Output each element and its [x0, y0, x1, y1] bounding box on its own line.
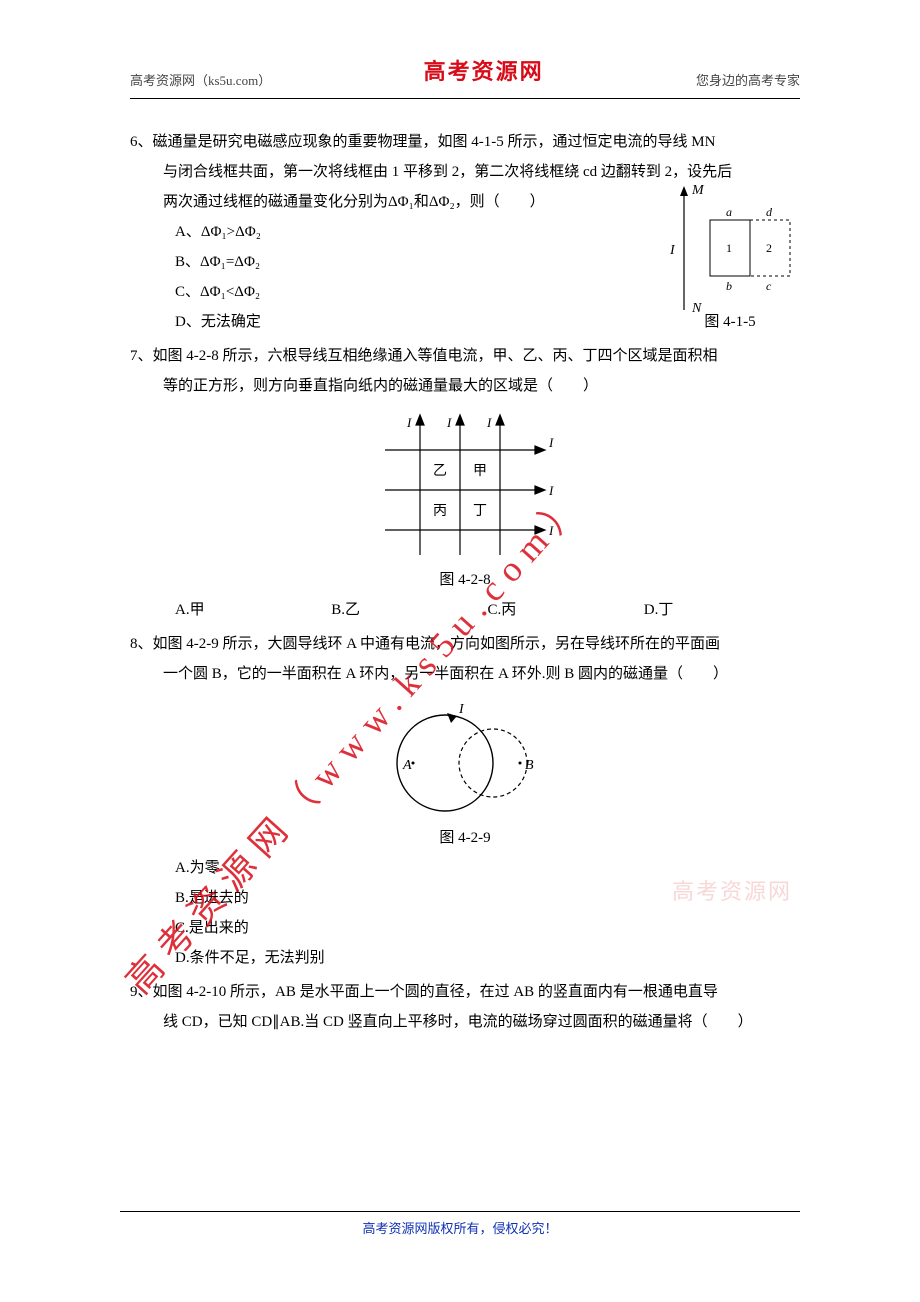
q7-options: A.甲 B.乙 C.丙 D.丁 — [130, 595, 800, 625]
watermark-faint: 高考资源网 — [672, 870, 792, 914]
q7-opt-c: C.丙 — [488, 595, 644, 625]
q6-svg: M N I a d b c 1 2 — [662, 180, 802, 320]
q8-opt-c: C.是出来的 — [130, 913, 800, 943]
q8-line1: 8、如图 4-2-9 所示，大圆导线环 A 中通有电流，方向如图所示，另在导线环… — [130, 629, 800, 659]
q7-I1: I — [406, 415, 412, 430]
q6-num: 6、 — [130, 134, 153, 150]
q8-figure: I A B — [365, 693, 565, 823]
q7-line1: 7、如图 4-2-8 所示，六根导线互相绝缘通入等值电流，甲、乙、丙、丁四个区域… — [130, 341, 800, 371]
q7-num: 7、 — [130, 348, 153, 364]
q7-I5: I — [548, 483, 554, 498]
q6-figure: M N I a d b c 1 2 — [662, 180, 802, 320]
q6-1: 1 — [726, 241, 732, 255]
q6-N: N — [691, 301, 702, 316]
q6-I: I — [669, 243, 676, 258]
q7-I4: I — [548, 435, 554, 450]
q7-I2: I — [446, 415, 452, 430]
q6-a: a — [726, 205, 732, 219]
q6-b: b — [726, 279, 732, 293]
header-right: 您身边的高考专家 — [696, 68, 800, 94]
q8-I: I — [458, 702, 465, 717]
page-header: 高考资源网（ks5u.com） 高考资源网 您身边的高考专家 — [130, 50, 800, 99]
q7-opt-b: B.乙 — [331, 595, 487, 625]
q8-t1: 如图 4-2-9 所示，大圆导线环 A 中通有电流，方向如图所示，另在导线环所在… — [153, 636, 721, 652]
q7-figure: I I I I I I 乙 甲 丙 丁 — [365, 405, 565, 565]
q9-num: 9、 — [130, 984, 153, 1000]
q8-num: 8、 — [130, 636, 153, 652]
q7-ding: 丁 — [473, 504, 487, 519]
q7-fig-label: 图 4-2-8 — [130, 565, 800, 595]
q9-t1: 如图 4-2-10 所示，AB 是水平面上一个圆的直径，在过 AB 的竖直面内有… — [153, 984, 718, 1000]
q6-2: 2 — [766, 241, 772, 255]
q8-fig-label: 图 4-2-9 — [130, 823, 800, 853]
question-8: 8、如图 4-2-9 所示，大圆导线环 A 中通有电流，方向如图所示，另在导线环… — [130, 629, 800, 973]
q7-line2: 等的正方形，则方向垂直指向纸内的磁通量最大的区域是（ ） — [130, 371, 800, 401]
header-center: 高考资源网 — [271, 50, 696, 94]
question-7: 7、如图 4-2-8 所示，六根导线互相绝缘通入等值电流，甲、乙、丙、丁四个区域… — [130, 341, 800, 625]
q6-opt-d: D、无法确定 — [130, 307, 660, 337]
q7-yi: 乙 — [433, 463, 447, 479]
q7-I3: I — [486, 415, 492, 430]
q6-M: M — [691, 183, 705, 198]
q6-c: c — [766, 279, 772, 293]
question-9: 9、如图 4-2-10 所示，AB 是水平面上一个圆的直径，在过 AB 的竖直面… — [130, 977, 800, 1037]
q8-opt-d: D.条件不足，无法判别 — [130, 943, 800, 973]
q7-bing: 丙 — [433, 504, 447, 519]
q6-d: d — [766, 205, 773, 219]
q9-line1: 9、如图 4-2-10 所示，AB 是水平面上一个圆的直径，在过 AB 的竖直面… — [130, 977, 800, 1007]
q6-t1: 磁通量是研究电磁感应现象的重要物理量，如图 4-1-5 所示，通过恒定电流的导线… — [153, 134, 716, 150]
q8-B: B — [525, 758, 534, 773]
q7-jia: 甲 — [473, 464, 487, 479]
q7-opt-a: A.甲 — [175, 595, 331, 625]
q9-line2: 线 CD，已知 CD∥AB.当 CD 竖直向上平移时，电流的磁场穿过圆面积的磁通… — [130, 1007, 800, 1037]
page-footer: 高考资源网版权所有，侵权必究！ — [120, 1211, 800, 1242]
page: 高考资源网（ks5u.com） 高考资源网 您身边的高考专家 6、磁通量是研究电… — [0, 0, 920, 1302]
header-left: 高考资源网（ks5u.com） — [130, 68, 271, 94]
q8-line2: 一个圆 B，它的一半面积在 A 环内，另一半面积在 A 环外.则 B 圆内的磁通… — [130, 659, 800, 689]
q7-t1: 如图 4-2-8 所示，六根导线互相绝缘通入等值电流，甲、乙、丙、丁四个区域是面… — [153, 348, 718, 364]
q7-I6: I — [548, 523, 554, 538]
q6-line1: 6、磁通量是研究电磁感应现象的重要物理量，如图 4-1-5 所示，通过恒定电流的… — [130, 127, 800, 157]
q8-A: A — [402, 758, 412, 773]
q7-opt-d: D.丁 — [644, 595, 800, 625]
